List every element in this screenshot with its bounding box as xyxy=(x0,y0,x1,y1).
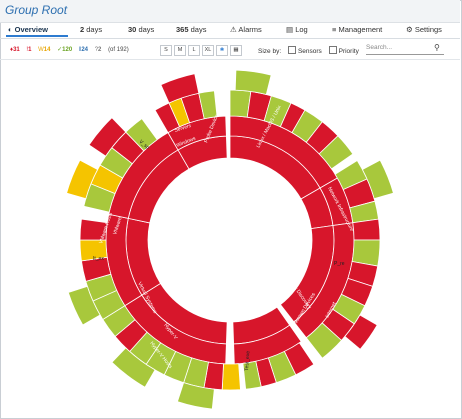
sensor-tip-segment[interactable] xyxy=(344,314,378,350)
sensor-tip-segment[interactable] xyxy=(66,159,99,200)
active-tab-indicator xyxy=(6,35,68,37)
tab-settings[interactable]: ⚙ Settings xyxy=(406,25,442,34)
sensor-segment[interactable] xyxy=(242,360,262,390)
sensor-segment[interactable] xyxy=(221,363,241,391)
toolbar xyxy=(0,39,460,60)
tab-alarms[interactable]: ⚠ Alarms xyxy=(230,25,262,34)
label-it-ex: It_ex xyxy=(93,256,104,262)
sensor-tip-segment[interactable] xyxy=(361,159,394,200)
sensor-segment[interactable] xyxy=(198,90,218,120)
label-vmware: VMware xyxy=(112,216,123,236)
priority-checkbox[interactable] xyxy=(328,46,337,54)
sunburst-rings xyxy=(66,69,394,410)
label-local-probe: Local Probe xyxy=(180,177,200,202)
warning-count[interactable]: W14 xyxy=(38,47,51,53)
sensor-segment[interactable] xyxy=(305,322,343,359)
sunburst-chart: Local Probe Windows Servers Probe Device… xyxy=(66,69,394,410)
down-count[interactable]: ♦31 xyxy=(10,47,20,53)
sunburst-view-icon[interactable]: ❀ xyxy=(216,45,228,56)
tab-30-days[interactable]: 30 days xyxy=(128,25,155,34)
size-by: Size by: Sensors Priority xyxy=(258,46,359,55)
sensor-segment[interactable] xyxy=(125,118,158,152)
tab-2-days[interactable]: 2 days xyxy=(80,25,103,34)
unknown-count[interactable]: ?2 xyxy=(94,47,102,53)
search-input[interactable]: Search... xyxy=(366,44,444,55)
sensor-segment[interactable] xyxy=(79,218,108,241)
label-servers: Servers xyxy=(174,123,193,134)
tab-overview[interactable]: ◐ Overview xyxy=(8,25,48,34)
gear-icon: ⚙ xyxy=(406,25,413,34)
sensor-tip-segment[interactable] xyxy=(88,117,127,157)
gauge-icon: ◐ xyxy=(8,25,13,34)
title-bar: Group Root xyxy=(0,0,460,23)
page-title: Group Root xyxy=(5,3,68,17)
total-count: (of 192) xyxy=(108,47,129,53)
sensor-tip-segment[interactable] xyxy=(111,347,156,388)
sensor-tip-segment[interactable] xyxy=(234,69,272,95)
size-m-button[interactable]: M xyxy=(174,45,186,56)
sensors-checkbox[interactable] xyxy=(287,46,296,54)
search-icon[interactable]: ⚲ xyxy=(434,43,440,52)
sensor-tip-segment[interactable] xyxy=(67,285,101,326)
down-ack-count[interactable]: !1 xyxy=(26,47,32,53)
label-p-re: P_re xyxy=(334,261,345,267)
tab-management[interactable]: ≡ Management xyxy=(332,25,383,34)
label-test-exe: Test_exe xyxy=(244,351,251,372)
size-l-button[interactable]: L xyxy=(188,45,200,56)
warning-icon: ⚠ xyxy=(230,25,237,34)
sensor-tip-segment[interactable] xyxy=(176,382,215,410)
sensor-segment[interactable] xyxy=(318,135,354,170)
grid-view-icon[interactable]: ▦ xyxy=(230,45,242,56)
status-counts: ♦31 !1 W14 ✓120 ‖24 ?2 (of 192) xyxy=(10,46,134,53)
sensor-segment[interactable] xyxy=(352,218,381,241)
paused-count[interactable]: ‖24 xyxy=(78,47,89,53)
size-xl-button[interactable]: XL xyxy=(202,45,214,56)
log-icon: ▤ xyxy=(286,25,294,34)
tab-log[interactable]: ▤ Log xyxy=(286,25,308,34)
tab-bar: ◐ Overview 2 days 30 days 365 days ⚠ Ala… xyxy=(0,22,460,39)
sliders-icon: ≡ xyxy=(332,25,337,34)
tab-365-days[interactable]: 365 days xyxy=(176,25,207,34)
size-s-button[interactable]: S xyxy=(160,45,172,56)
up-count[interactable]: ✓120 xyxy=(57,47,73,53)
sensor-tip-segment[interactable] xyxy=(160,73,200,104)
